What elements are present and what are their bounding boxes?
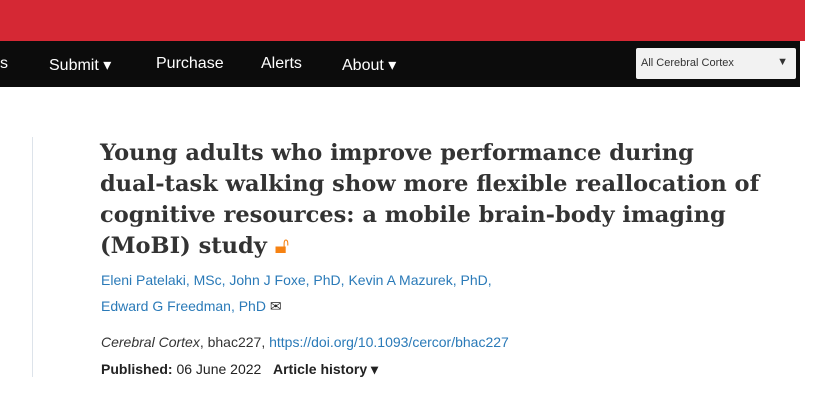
top-banner (0, 0, 805, 41)
nav-item-purchase[interactable]: Purchase (156, 55, 224, 72)
nav-item-submit[interactable]: Submit ▾ (49, 57, 112, 74)
divider (32, 137, 33, 377)
authors-line-1[interactable]: Eleni Patelaki, MSc, John J Foxe, PhD, K… (101, 272, 492, 288)
title-text: Young adults who improve performance dur… (100, 140, 760, 259)
author-link[interactable]: Edward G Freedman, PhD (101, 298, 266, 314)
published-date: 06 June 2022 (176, 361, 262, 377)
nav-item-issues[interactable]: s (0, 55, 8, 72)
search-scope-select[interactable]: All Cerebral Cortex ▼ (636, 48, 796, 79)
doi-link[interactable]: https://doi.org/10.1093/cercor/bhac227 (269, 334, 509, 350)
nav-item-alerts[interactable]: Alerts (261, 55, 302, 72)
search-scope-value: All Cerebral Cortex (641, 57, 734, 69)
article-history-toggle[interactable]: Article history ▾ (272, 361, 379, 377)
open-access-icon: 🔓︎ (274, 233, 290, 259)
published-label: Published: (101, 361, 173, 377)
authors-line-2: Edward G Freedman, PhD ✉ (101, 298, 282, 315)
article-id: , bhac227, (199, 334, 270, 350)
journal-name: Cerebral Cortex (101, 334, 200, 350)
torn-edge (0, 380, 832, 410)
chevron-down-icon: ▼ (777, 56, 788, 68)
nav-item-about[interactable]: About ▾ (342, 57, 397, 74)
article-title: Young adults who improve performance dur… (100, 138, 760, 262)
published-info: Published: 06 June 2022 Article history … (101, 361, 378, 378)
email-icon[interactable]: ✉ (269, 298, 282, 314)
citation: Cerebral Cortex, bhac227, https://doi.or… (101, 334, 509, 350)
